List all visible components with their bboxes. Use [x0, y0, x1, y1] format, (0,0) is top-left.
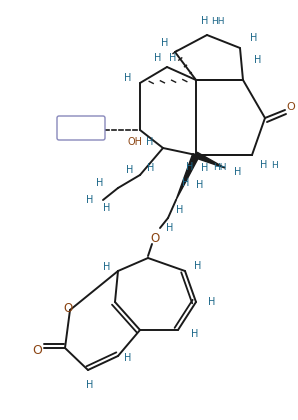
- Text: H: H: [124, 73, 132, 83]
- Text: H: H: [208, 297, 216, 307]
- Text: H: H: [126, 165, 134, 175]
- Text: H: H: [254, 55, 262, 65]
- Text: H: H: [146, 137, 154, 147]
- Text: H: H: [124, 353, 132, 363]
- Text: H: H: [191, 329, 199, 339]
- Text: H: H: [176, 205, 184, 215]
- Text: H: H: [154, 53, 162, 63]
- Text: H: H: [201, 163, 209, 173]
- Text: H: H: [201, 16, 209, 26]
- Text: H: H: [260, 160, 268, 170]
- Text: H: H: [234, 167, 242, 177]
- Text: Abs: Abs: [72, 123, 91, 133]
- Text: O: O: [287, 102, 295, 112]
- Text: H: H: [86, 195, 94, 205]
- Text: H: H: [147, 163, 155, 173]
- Text: H: H: [86, 380, 94, 390]
- Text: H: H: [196, 180, 204, 190]
- Text: H: H: [182, 178, 190, 188]
- Polygon shape: [195, 152, 225, 168]
- Text: H: H: [103, 262, 111, 272]
- FancyBboxPatch shape: [57, 116, 105, 140]
- Polygon shape: [176, 154, 199, 200]
- Text: H: H: [169, 53, 177, 63]
- Text: H: H: [250, 33, 258, 43]
- Text: H: H: [166, 223, 174, 233]
- Text: H: H: [103, 203, 111, 213]
- Text: OH: OH: [128, 137, 142, 147]
- Text: HH: HH: [213, 163, 227, 173]
- Text: H: H: [186, 162, 194, 172]
- Text: H: H: [96, 178, 104, 188]
- Text: O: O: [63, 302, 73, 315]
- Text: O: O: [32, 344, 42, 357]
- Text: H: H: [161, 38, 169, 48]
- Text: O: O: [150, 231, 160, 244]
- Text: H: H: [271, 160, 278, 170]
- Text: HH: HH: [211, 16, 225, 26]
- Text: H: H: [194, 261, 202, 271]
